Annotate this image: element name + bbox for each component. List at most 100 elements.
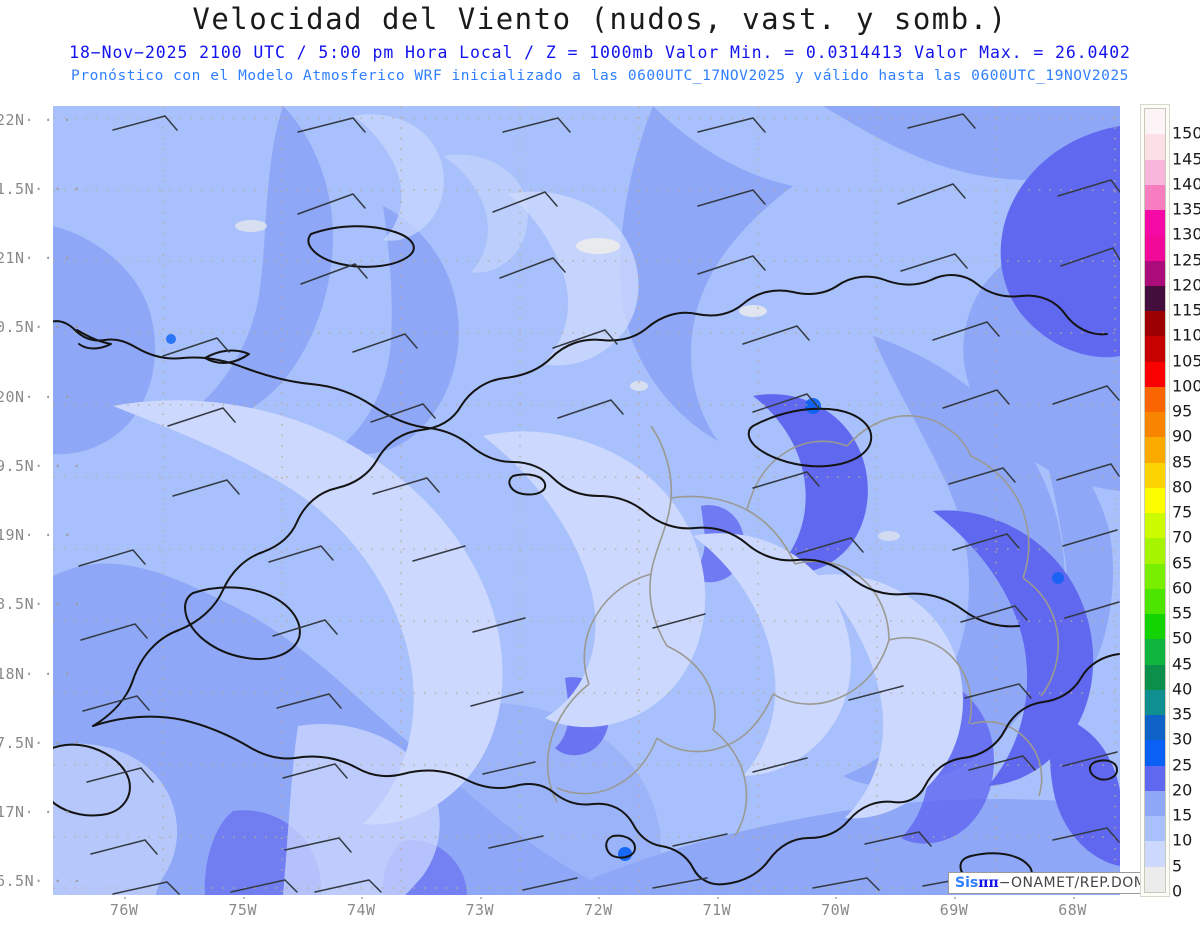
- colorbar-swatch: [1145, 841, 1165, 867]
- tick-dots: · · ·: [24, 664, 73, 683]
- longitude-tick-label: 75W: [228, 901, 257, 919]
- wind-barbs: [78, 113, 1120, 895]
- colorbar-tick-label: 125: [1172, 250, 1200, 270]
- colorbar-swatch: [1145, 184, 1165, 210]
- colorbar-tick-label: 150: [1172, 123, 1200, 143]
- colorbar-tick-label: 145: [1172, 149, 1200, 169]
- longitude-tick-label: 73W: [465, 901, 495, 919]
- latitude-tick: 0.5N· · ·: [0, 318, 81, 337]
- latitude-tick: 21N· · ·: [0, 249, 72, 268]
- latitude-tick: 18N· · ·: [0, 664, 72, 683]
- colorbar-tick-label: 140: [1172, 174, 1200, 194]
- latitude-tick-label: 22N: [0, 110, 25, 129]
- colorbar-tick-label: 5: [1172, 856, 1183, 876]
- coastlines: [53, 225, 1120, 890]
- latitude-tick: 22N· · ·: [0, 110, 72, 129]
- colorbar-swatch: [1145, 866, 1165, 892]
- colorbar-swatch: [1145, 563, 1165, 589]
- colorbar-swatch: [1145, 765, 1165, 791]
- colorbar-tick-label: 20: [1172, 780, 1193, 800]
- colorbar-swatch: [1145, 437, 1165, 463]
- longitude-tick-mark: [124, 897, 127, 899]
- colorbar-tick-label: 15: [1172, 805, 1193, 825]
- tick-dots: · · ·: [34, 872, 82, 891]
- latitude-tick-label: 19N: [0, 526, 25, 545]
- latitude-tick-label: 6.5N: [0, 872, 35, 891]
- colorbar-swatch: [1145, 487, 1165, 513]
- agency-watermark: Sisππ−ONAMET/REP.DOM.: [948, 872, 1159, 894]
- colorbar-swatch: [1145, 311, 1165, 337]
- latitude-tick-label: 8.5N: [0, 595, 35, 614]
- colorbar-tick-label: 115: [1172, 300, 1200, 320]
- tick-dots: · · ·: [24, 802, 73, 821]
- latitude-tick-label: 0.5N: [0, 318, 35, 337]
- colorbar-swatch: [1145, 159, 1165, 185]
- colorbar-swatch: [1145, 790, 1165, 816]
- latitude-tick-label: 21N: [0, 249, 25, 268]
- colorbar-tick-label: 40: [1172, 679, 1193, 699]
- sis-label: Sis: [955, 875, 979, 891]
- latitude-tick: 20N· · ·: [0, 387, 72, 406]
- watermark-agency: ONAMET/REP.DOM.: [1010, 875, 1152, 891]
- colorbar-tick-label: 35: [1172, 704, 1193, 724]
- page-title: Velocidad del Viento (nudos, vast. y som…: [192, 2, 1008, 36]
- colorbar-tick-label: 120: [1172, 275, 1200, 295]
- tick-dots: · · ·: [24, 249, 73, 268]
- colorbar-tick-label: 55: [1172, 603, 1193, 623]
- colorbar-tick-label: 100: [1172, 376, 1200, 396]
- colorbar-tick-label: 95: [1172, 401, 1193, 421]
- tick-dots: · · ·: [34, 595, 82, 614]
- map-canvas: [53, 106, 1120, 895]
- colorbar-swatch: [1145, 361, 1165, 387]
- colorbar-tick-label: 105: [1172, 351, 1200, 371]
- latitude-tick: 9.5N· · ·: [0, 456, 81, 475]
- watermark-dash: −: [998, 875, 1011, 891]
- colorbar-tick-label: 10: [1172, 830, 1193, 850]
- colorbar-swatch: [1145, 816, 1165, 842]
- tt-logo-icon: ππ: [978, 875, 999, 891]
- longitude-tick-mark: [479, 897, 482, 899]
- colorbar-tick-label: 60: [1172, 578, 1193, 598]
- longitude-tick-label: 69W: [939, 901, 969, 919]
- longitude-tick-mark: [361, 897, 364, 899]
- colorbar-swatch: [1145, 109, 1165, 135]
- colorbar-swatch: [1145, 134, 1165, 160]
- longitude-tick-label: 72W: [584, 901, 613, 919]
- longitude-tick-mark: [835, 897, 838, 899]
- colorbar-swatch: [1145, 285, 1165, 311]
- admin-boundaries: [546, 415, 1060, 837]
- tick-dots: · · ·: [34, 180, 82, 199]
- colorbar-swatch: [1145, 588, 1165, 614]
- latitude-tick-label: 9.5N: [0, 456, 35, 475]
- colorbar-tick-label: 25: [1172, 755, 1193, 775]
- colorbar-swatch: [1145, 614, 1165, 640]
- longitude-tick-mark: [954, 897, 957, 899]
- colorbar-tick-label: 50: [1172, 628, 1193, 648]
- latitude-tick: 6.5N· · ·: [0, 872, 81, 891]
- latitude-tick: 17N· · ·: [0, 802, 72, 821]
- tick-dots: · · ·: [34, 318, 82, 337]
- longitude-tick-label: 68W: [1058, 901, 1087, 919]
- latitude-tick-label: 18N: [0, 664, 25, 683]
- colorbar-tick-label: 30: [1172, 729, 1193, 749]
- colorbar-swatch: [1145, 386, 1165, 412]
- colorbar-swatch: [1145, 235, 1165, 261]
- tick-dots: · · ·: [34, 456, 82, 475]
- colorbar[interactable]: [1144, 108, 1166, 893]
- longitude-tick-mark: [242, 897, 245, 899]
- colorbar-tick-label: 135: [1172, 199, 1200, 219]
- latitude-tick: 19N· · ·: [0, 526, 72, 545]
- colorbar-tick-label: 90: [1172, 426, 1193, 446]
- map-plot-area[interactable]: [53, 106, 1120, 895]
- colorbar-swatch: [1145, 210, 1165, 236]
- latitude-tick-label: 1.5N: [0, 180, 35, 199]
- latitude-tick-label: 17N: [0, 802, 25, 821]
- colorbar-swatch: [1145, 260, 1165, 286]
- latitude-tick: 7.5N· · ·: [0, 734, 81, 752]
- latitude-tick: 8.5N· · ·: [0, 595, 81, 614]
- colorbar-tick-label: 80: [1172, 477, 1193, 497]
- colorbar-tick-label: 85: [1172, 452, 1193, 472]
- latitude-tick-label: 20N: [0, 387, 25, 406]
- tick-dots: · · ·: [24, 526, 73, 545]
